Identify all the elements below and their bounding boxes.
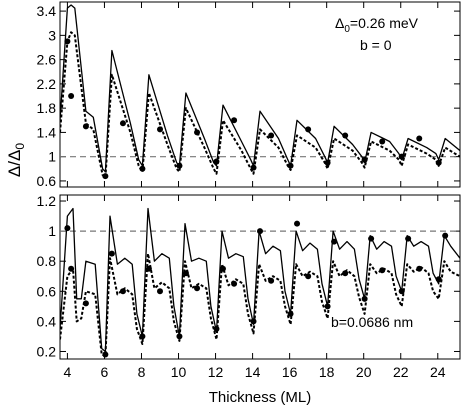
top-data-marker xyxy=(361,156,368,163)
top-data-marker xyxy=(379,138,386,145)
top-panel-annotation: b = 0 xyxy=(360,37,392,53)
bottom-data-marker xyxy=(342,270,349,277)
bottom-data-marker xyxy=(108,250,115,257)
x-tick-label: 20 xyxy=(356,364,372,380)
top-data-marker xyxy=(435,159,442,166)
top-panel-plot xyxy=(60,4,460,180)
top-data-marker xyxy=(213,158,220,165)
top-data-marker xyxy=(305,126,312,133)
bottom-data-marker xyxy=(361,295,368,302)
bottom-series-solid xyxy=(60,207,460,353)
bottom-data-marker xyxy=(416,265,423,272)
x-tick-label: 22 xyxy=(393,364,409,380)
bottom-panel-annotation: b=0.0686 nm xyxy=(331,314,413,330)
x-tick-label: 4 xyxy=(64,364,72,380)
top-data-marker xyxy=(416,135,423,142)
top-data-marker xyxy=(194,129,201,136)
top-series-dotted xyxy=(60,31,460,179)
top-data-marker xyxy=(64,38,71,45)
x-tick-label: 24 xyxy=(430,364,446,380)
bottom-data-marker xyxy=(157,288,163,295)
x-tick-label: 10 xyxy=(171,364,187,380)
bottom-y-tick-label: 0.2 xyxy=(37,343,57,359)
bottom-y-tick-label: 0.8 xyxy=(37,253,57,269)
bottom-data-marker xyxy=(119,288,126,295)
bottom-data-marker xyxy=(182,270,189,277)
bottom-data-marker xyxy=(68,265,75,272)
bottom-panel-frame xyxy=(59,194,461,360)
top-y-tick-label: 1.8 xyxy=(37,100,57,116)
bottom-data-marker xyxy=(139,333,146,340)
bottom-data-marker xyxy=(324,303,331,310)
top-data-marker xyxy=(82,123,89,130)
x-tick-label: 8 xyxy=(138,364,146,380)
bottom-data-marker xyxy=(405,235,412,242)
bottom-data-marker xyxy=(145,265,152,272)
top-data-marker xyxy=(287,162,294,169)
top-data-marker xyxy=(176,162,183,169)
top-y-tick-label: 1.4 xyxy=(37,124,57,140)
bottom-y-tick-label: 0.6 xyxy=(37,283,57,299)
top-data-marker xyxy=(398,153,405,160)
bottom-data-marker xyxy=(231,280,238,287)
bottom-data-marker xyxy=(331,238,338,245)
top-data-marker xyxy=(157,126,163,133)
bottom-y-tick-label: 0.4 xyxy=(37,313,57,329)
bottom-data-marker xyxy=(305,273,312,280)
top-y-tick-label: 2.6 xyxy=(37,52,57,68)
bottom-data-marker xyxy=(213,325,220,332)
top-y-tick-label: 3 xyxy=(48,27,56,43)
bottom-data-marker xyxy=(442,232,449,239)
top-data-marker xyxy=(139,165,146,172)
bottom-data-marker xyxy=(368,235,375,242)
x-tick-label: 6 xyxy=(101,364,109,380)
bottom-data-marker xyxy=(257,228,263,235)
delta0-annotation: Δ0=0.26 meV xyxy=(335,15,419,35)
top-data-marker xyxy=(268,132,275,139)
x-tick-label: 12 xyxy=(208,364,224,380)
top-data-marker xyxy=(119,120,126,127)
bottom-data-marker xyxy=(379,267,386,274)
bottom-data-marker xyxy=(294,220,301,227)
bottom-series-dotted xyxy=(60,252,460,357)
x-tick-label: 14 xyxy=(245,364,261,380)
top-y-tick-label: 3.4 xyxy=(37,3,57,19)
top-data-marker xyxy=(342,132,349,139)
bottom-data-marker xyxy=(102,351,109,358)
bottom-data-marker xyxy=(176,333,183,340)
bottom-y-tick-label: 1 xyxy=(48,223,56,239)
bottom-data-marker xyxy=(268,277,275,284)
top-data-marker xyxy=(102,173,109,180)
x-tick-label: 16 xyxy=(282,364,298,380)
x-tick-label: 18 xyxy=(319,364,335,380)
x-axis-label: Thickness (ML) xyxy=(209,389,312,406)
top-data-marker xyxy=(250,164,257,171)
top-data-marker xyxy=(68,93,75,100)
top-data-marker xyxy=(231,117,238,124)
bottom-panel-plot xyxy=(60,207,460,358)
bottom-data-marker xyxy=(250,318,257,325)
top-y-tick-label: 1 xyxy=(48,149,56,165)
bottom-data-marker xyxy=(219,265,226,272)
top-panel-frame xyxy=(59,1,461,188)
top-y-tick-label: 2.2 xyxy=(37,76,57,92)
bottom-data-marker xyxy=(398,288,405,295)
bottom-data-marker xyxy=(82,300,89,307)
bottom-data-marker xyxy=(64,225,71,232)
y-axis-label: Δ/Δ0 xyxy=(5,143,27,177)
bottom-data-marker xyxy=(435,276,442,283)
bottom-y-tick-label: 1.2 xyxy=(37,193,57,209)
top-y-tick-label: 0.6 xyxy=(37,173,57,189)
top-data-marker xyxy=(324,159,331,166)
bottom-data-marker xyxy=(287,310,294,317)
bottom-data-marker xyxy=(194,285,201,292)
bottom-panel-ticks: 0.2 0.4 0.6 0.8 1 1.2 4 6 8 10 12 14 16 18 20 22 24 xyxy=(37,193,460,380)
